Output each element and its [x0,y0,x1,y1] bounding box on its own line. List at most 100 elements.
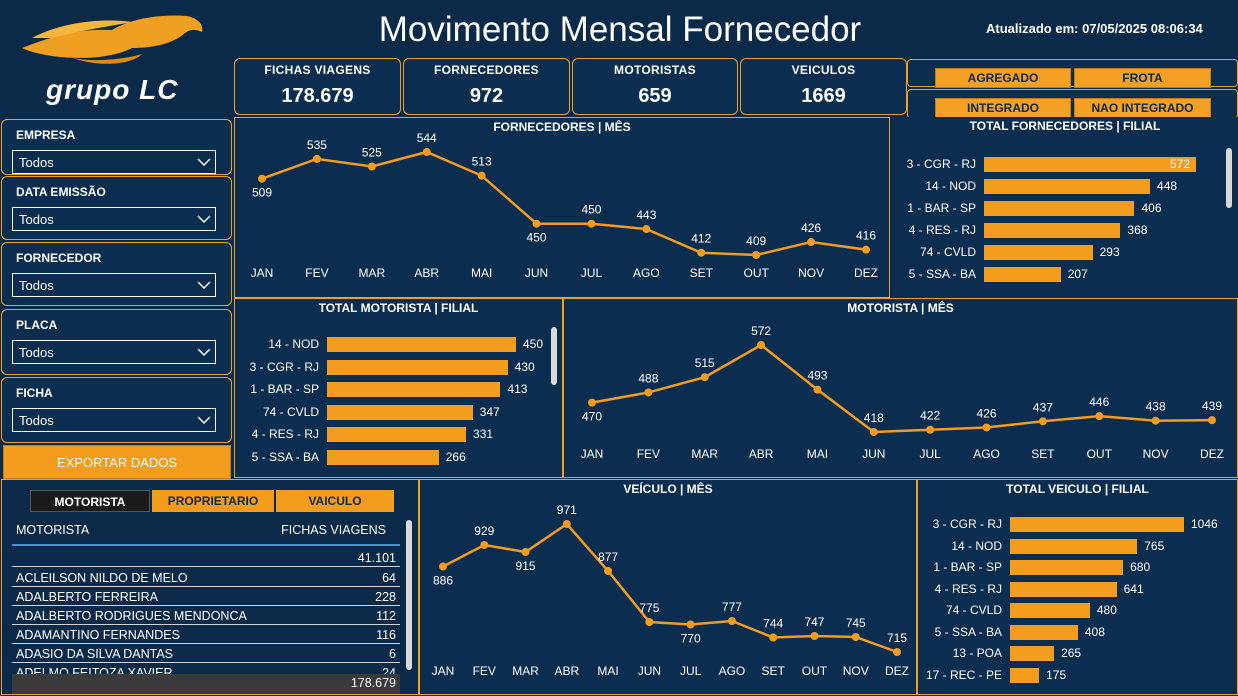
slicer-fornecedor[interactable]: FORNECEDOR Todos [1,242,232,306]
x-tick-label: JAN [432,664,455,678]
data-emissao-dropdown[interactable]: Todos [12,207,216,231]
bar[interactable] [1010,538,1138,554]
chart-title: VEÍCULO | MÊS [623,482,713,496]
chevron-down-icon [197,416,211,425]
bar[interactable] [984,223,1121,238]
bar[interactable] [327,382,501,397]
data-point [422,148,431,156]
kpi-card-fichas: FICHAS VIAGENS 178.679 [234,58,401,115]
column-header-motorista[interactable]: MOTORISTA [16,523,90,537]
scrollbar[interactable] [1226,148,1232,208]
chart-title: TOTAL FORNECEDORES | FILIAL [969,119,1161,133]
data-point [532,219,541,228]
data-label: 426 [801,221,821,235]
data-point [926,425,935,434]
data-point [587,219,596,228]
bar[interactable] [984,179,1151,194]
bar[interactable] [984,201,1135,216]
tab-motorista[interactable]: MOTORISTA [30,490,150,512]
bar[interactable] [327,359,508,375]
bar-category-label: 3 - CGR - RJ [932,517,1002,531]
bar-value-label: 1046 [1191,517,1218,531]
bar-value-label: 293 [1099,245,1120,259]
data-label: 443 [636,208,656,222]
bar[interactable] [1010,517,1184,532]
bar-value-label: 450 [523,337,544,351]
data-label: 915 [516,559,536,573]
data-point [562,520,571,528]
x-tick-label: JAN [581,447,604,461]
x-tick-label: DEZ [854,266,878,280]
frota-button[interactable]: FROTA [1074,68,1211,88]
bar[interactable] [1010,603,1090,618]
line-chart: 886 929 915 971 877 775 770 777 744 747 745 715 JAN F… [432,503,909,678]
chart-title: TOTAL MOTORISTA | FILIAL [318,301,479,315]
data-label: 777 [722,600,742,614]
data-point [1038,417,1047,426]
bar[interactable] [327,449,439,465]
x-tick-label: NOV [798,266,824,280]
x-tick-label: JUN [862,447,885,461]
slicer-placa[interactable]: PLACA Todos [1,309,232,375]
scrollbar[interactable] [406,520,412,670]
integrado-button[interactable]: INTEGRADO [935,98,1071,118]
bar-category-label: 13 - POA [952,646,1002,660]
data-point [1095,412,1104,421]
bar[interactable] [1010,560,1124,575]
kpi-card-fornecedores: FORNECEDORES 972 [403,58,570,115]
bar[interactable] [984,245,1093,260]
bar[interactable] [327,337,516,352]
bar-value-label: 413 [507,382,528,396]
bar-category-label: 4 - RES - RJ [251,427,319,441]
data-point [982,423,991,432]
scrollbar[interactable] [551,327,557,385]
table-row[interactable]: ADASIO DA SILVA DANTAS 6 [12,644,400,663]
x-tick-label: DEZ [1200,447,1224,461]
data-label: 418 [864,411,884,425]
export-button[interactable]: EXPORTAR DADOS [3,445,231,479]
table-row[interactable]: ADAMANTINO FERNANDES 116 [12,625,400,644]
agregado-button[interactable]: AGREGADO [935,68,1071,88]
kpi-card-veiculos: VEICULOS 1669 [740,58,907,115]
slicer-empresa[interactable]: EMPRESA Todos [1,119,232,175]
data-point [477,171,486,180]
data-label: 446 [1089,395,1109,409]
data-point [588,398,596,407]
bar[interactable] [1010,667,1040,683]
table-row[interactable]: ADALBERTO RODRIGUES MENDONCA 112 [12,606,400,625]
bar[interactable] [1010,646,1055,661]
bar[interactable] [984,267,1061,282]
nao-integrado-button[interactable]: NAO INTEGRADO [1074,98,1211,118]
bar[interactable] [1010,624,1078,640]
bar[interactable] [327,404,473,420]
table-row[interactable]: ACLEILSON NILDO DE MELO 64 [12,568,400,587]
slicer-ficha[interactable]: FICHA Todos [1,377,232,443]
placa-dropdown[interactable]: Todos [12,340,216,364]
chevron-down-icon [197,348,211,357]
column-header-fichas[interactable]: FICHAS VIAGENS [281,523,386,537]
data-point [893,648,901,656]
bar[interactable] [327,427,467,442]
data-point [727,617,736,625]
tab-veiculo[interactable]: VAICULO [276,490,394,512]
empresa-dropdown[interactable]: Todos [12,150,216,174]
table-row[interactable]: ADALBERTO FERREIRA 228 [12,587,400,606]
row-count: 6 [389,647,396,661]
bar[interactable] [984,157,1196,172]
data-point [810,632,819,640]
data-label: 438 [1146,400,1166,414]
bar[interactable] [1010,581,1117,597]
bar-category-label: 17 - REC - PE [925,667,1002,682]
slicer-label: EMPRESA [16,128,76,142]
bar-value-label: 480 [1096,603,1117,617]
tab-proprietario[interactable]: PROPRIETARIO [152,490,274,512]
data-point [439,562,447,571]
series-line [442,522,898,654]
slicer-data-emissao[interactable]: DATA EMISSÃO Todos [1,176,232,240]
data-label: 971 [557,503,577,517]
kpi-value: 178.679 [281,85,354,107]
row-name: ADAMANTINO FERNANDES [16,628,180,642]
ficha-dropdown[interactable]: Todos [12,408,216,432]
line-chart: 470 488 515 572 493 418 422 426 437 446 438 439 JAN F… [581,324,1224,461]
fornecedor-dropdown[interactable]: Todos [12,273,216,297]
